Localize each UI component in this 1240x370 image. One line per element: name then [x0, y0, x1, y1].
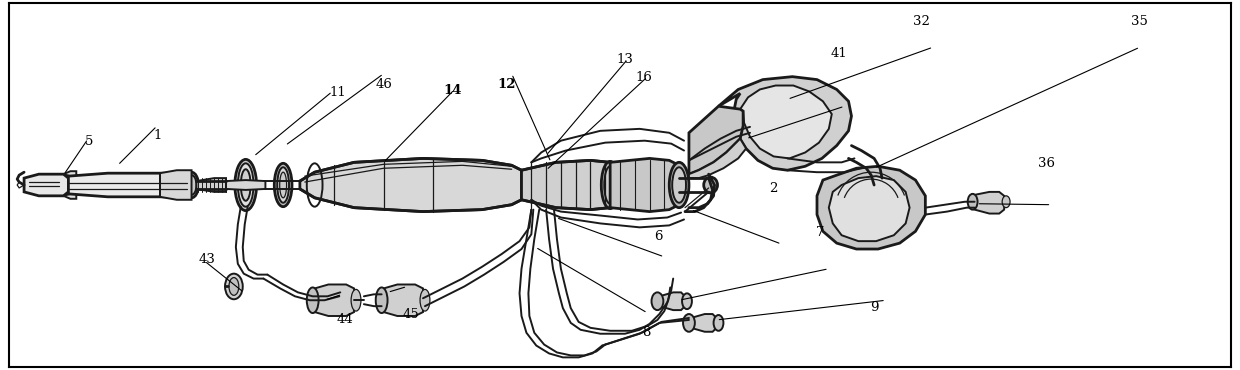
- Polygon shape: [660, 292, 684, 310]
- Text: 32: 32: [913, 15, 930, 28]
- Text: 46: 46: [376, 78, 393, 91]
- Ellipse shape: [672, 167, 686, 203]
- Text: 1: 1: [154, 129, 161, 142]
- Ellipse shape: [601, 161, 619, 209]
- Polygon shape: [718, 77, 852, 170]
- Ellipse shape: [229, 278, 239, 295]
- Text: 14: 14: [443, 84, 461, 97]
- Ellipse shape: [306, 287, 319, 313]
- Ellipse shape: [1002, 196, 1011, 208]
- Polygon shape: [817, 166, 925, 249]
- Text: 11: 11: [330, 85, 346, 98]
- Text: 5: 5: [86, 135, 93, 148]
- Polygon shape: [63, 171, 77, 176]
- Text: 43: 43: [198, 253, 216, 266]
- Text: 7: 7: [816, 226, 823, 239]
- Text: 12: 12: [498, 78, 516, 91]
- Ellipse shape: [185, 172, 198, 198]
- Text: 6: 6: [655, 229, 662, 242]
- Ellipse shape: [420, 289, 430, 311]
- Polygon shape: [315, 285, 355, 316]
- Text: 9: 9: [870, 300, 879, 314]
- Polygon shape: [300, 158, 522, 212]
- Text: 45: 45: [403, 308, 419, 321]
- Ellipse shape: [224, 274, 243, 299]
- Polygon shape: [24, 174, 68, 196]
- Ellipse shape: [604, 166, 616, 204]
- Polygon shape: [689, 139, 746, 178]
- Ellipse shape: [241, 169, 250, 201]
- Ellipse shape: [238, 163, 254, 207]
- Ellipse shape: [234, 159, 257, 211]
- Ellipse shape: [376, 287, 388, 313]
- Text: 44: 44: [336, 313, 353, 326]
- Ellipse shape: [682, 293, 692, 309]
- Polygon shape: [63, 194, 77, 199]
- Polygon shape: [160, 170, 191, 200]
- Ellipse shape: [351, 289, 361, 311]
- Ellipse shape: [274, 163, 291, 207]
- Text: 35: 35: [1131, 15, 1147, 28]
- Ellipse shape: [713, 315, 723, 331]
- Polygon shape: [691, 314, 717, 332]
- Polygon shape: [689, 106, 743, 174]
- Polygon shape: [975, 192, 1004, 213]
- Ellipse shape: [280, 172, 286, 198]
- Polygon shape: [68, 173, 191, 197]
- Polygon shape: [226, 180, 265, 190]
- Polygon shape: [196, 178, 226, 192]
- Polygon shape: [828, 176, 910, 241]
- Text: 36: 36: [1038, 157, 1055, 170]
- Ellipse shape: [278, 167, 289, 203]
- Ellipse shape: [651, 292, 663, 310]
- Ellipse shape: [186, 175, 196, 195]
- Polygon shape: [383, 285, 423, 316]
- Polygon shape: [522, 160, 610, 210]
- Text: 2: 2: [769, 182, 777, 195]
- Polygon shape: [740, 85, 832, 158]
- Ellipse shape: [967, 194, 977, 210]
- Text: 13: 13: [616, 53, 634, 66]
- Ellipse shape: [704, 177, 718, 193]
- Ellipse shape: [670, 162, 689, 208]
- Text: 8: 8: [642, 326, 650, 339]
- Text: 41: 41: [830, 47, 847, 60]
- Ellipse shape: [683, 314, 694, 332]
- Polygon shape: [610, 158, 680, 212]
- Text: 16: 16: [636, 71, 652, 84]
